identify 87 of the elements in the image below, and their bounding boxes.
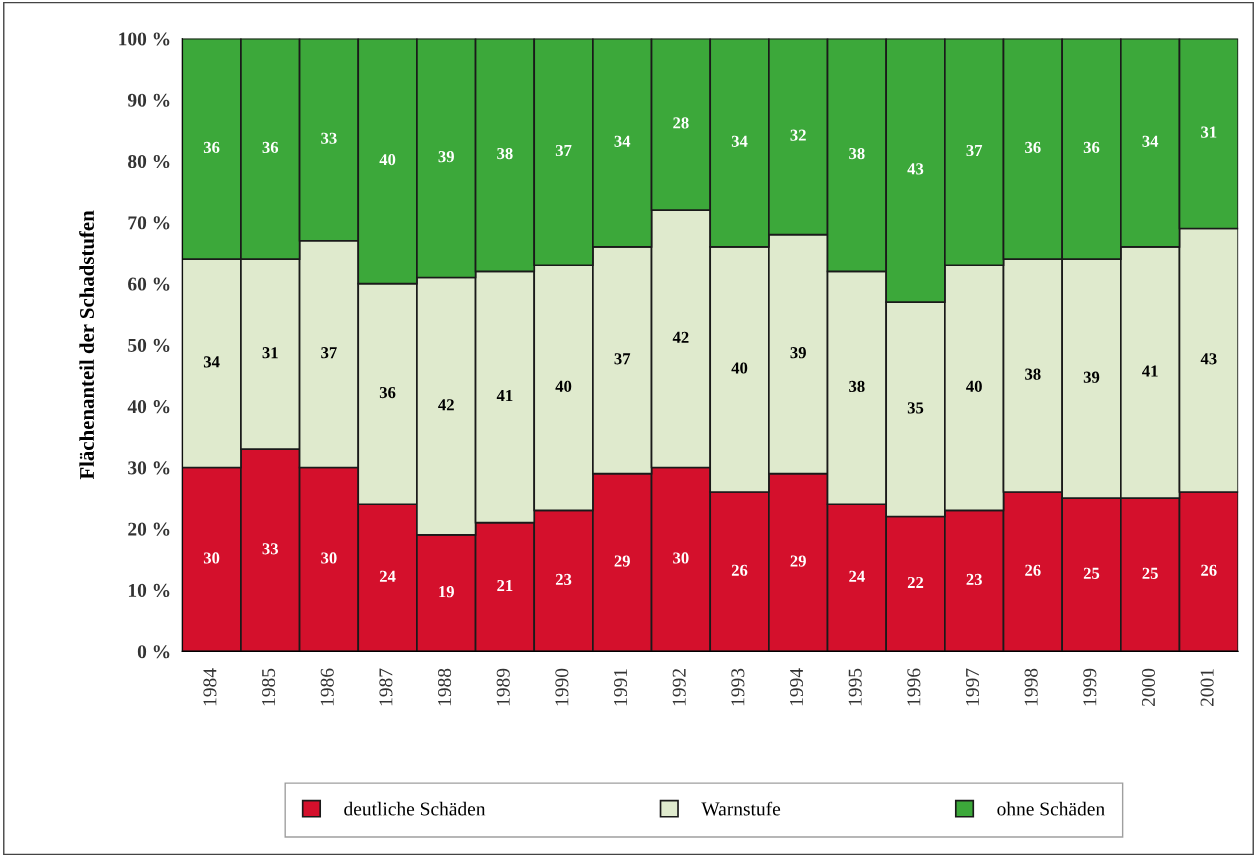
data-label: 38 <box>849 380 865 393</box>
x-tick-label: 1990 <box>555 668 569 706</box>
data-label: 30 <box>673 552 689 564</box>
data-label: 34 <box>614 135 631 147</box>
x-tick-label: 1987 <box>379 668 393 706</box>
data-label: 26 <box>731 564 748 576</box>
legend-label: ohne Schäden <box>997 801 1105 816</box>
data-label: 37 <box>555 144 572 157</box>
data-label: 42 <box>672 331 689 343</box>
x-tick-label: 1994 <box>789 668 804 706</box>
y-tick-label: 70 % <box>128 216 170 230</box>
data-label: 30 <box>321 552 337 564</box>
data-label: 41 <box>1142 365 1158 377</box>
data-label: 25 <box>1083 567 1100 579</box>
data-label: 19 <box>439 586 454 598</box>
y-tick-label: 100 % <box>119 32 170 46</box>
data-label: 39 <box>438 151 454 163</box>
y-tick-label: 80 % <box>128 154 170 169</box>
y-tick-label: 50 % <box>128 338 170 352</box>
x-tick-label: 1991 <box>614 669 628 706</box>
x-tick-label: 1988 <box>437 668 452 706</box>
x-tick-label: 1986 <box>320 668 334 706</box>
data-label: 36 <box>1083 141 1100 154</box>
data-label: 38 <box>849 147 865 160</box>
data-label: 35 <box>907 402 924 414</box>
y-tick-label: 20 % <box>128 522 170 536</box>
y-tick-label: 0 % <box>137 645 170 659</box>
x-tick-label: 1984 <box>203 668 217 706</box>
x-tick-label: 1998 <box>1024 668 1038 706</box>
data-label: 36 <box>203 141 220 154</box>
data-label: 34 <box>731 135 748 147</box>
data-label: 39 <box>790 347 806 359</box>
data-label: 26 <box>1201 564 1217 576</box>
legend-label: Warnstufe <box>701 801 781 816</box>
data-label: 24 <box>849 570 865 582</box>
data-label: 42 <box>438 399 454 411</box>
data-label: 37 <box>614 353 631 365</box>
data-label: 34 <box>203 356 220 368</box>
data-label: 40 <box>379 154 396 166</box>
data-label: 40 <box>966 380 982 393</box>
data-label: 34 <box>1142 135 1159 147</box>
y-tick-label: 40 % <box>127 400 170 414</box>
data-label: 43 <box>1200 353 1217 365</box>
data-label: 33 <box>321 132 337 144</box>
x-tick-label: 1995 <box>848 668 862 706</box>
data-label: 41 <box>496 390 513 402</box>
data-label: 23 <box>966 573 982 586</box>
data-label: 30 <box>203 552 220 564</box>
data-label: 40 <box>555 380 572 393</box>
x-tick-label: 2001 <box>1200 669 1214 707</box>
data-label: 43 <box>907 163 924 175</box>
y-tick-label: 10 % <box>128 583 170 598</box>
y-tick-label: 90 % <box>127 93 170 107</box>
data-label: 40 <box>731 362 748 374</box>
data-label: 26 <box>1025 564 1041 576</box>
data-label: 39 <box>1083 371 1100 383</box>
x-tick-label: 1989 <box>496 668 510 706</box>
data-label: 22 <box>907 576 924 588</box>
data-label: 38 <box>497 147 513 160</box>
legend-label: deutliche Schäden <box>344 801 486 816</box>
x-tick-label: 1996 <box>907 668 921 706</box>
x-tick-label: 1992 <box>672 669 686 706</box>
y-tick-label: 30 % <box>128 461 170 475</box>
data-label: 28 <box>673 117 689 129</box>
data-label: 21 <box>497 579 513 591</box>
data-label: 23 <box>555 573 572 586</box>
data-label: 29 <box>790 555 806 567</box>
data-label: 36 <box>1025 141 1041 154</box>
data-label: 37 <box>966 144 983 157</box>
data-label: 29 <box>614 555 630 567</box>
data-label: 32 <box>790 129 806 141</box>
data-label: 38 <box>1025 368 1041 380</box>
x-tick-label: 1999 <box>1083 668 1097 706</box>
data-label: 24 <box>379 570 396 582</box>
y-tick-label: 60 % <box>128 277 170 291</box>
x-tick-label: 1985 <box>262 668 276 706</box>
x-tick-label: 1997 <box>965 668 980 706</box>
y-axis-title: Flächenanteil der Schadstufen <box>79 210 95 480</box>
data-label: 31 <box>262 347 278 359</box>
x-tick-label: 2000 <box>1141 668 1156 707</box>
data-label: 31 <box>1201 126 1217 138</box>
data-label: 36 <box>379 386 396 399</box>
data-label: 25 <box>1142 567 1158 579</box>
data-label: 37 <box>321 347 337 359</box>
data-label: 36 <box>262 141 279 154</box>
x-tick-label: 1993 <box>731 668 745 706</box>
data-label: 33 <box>262 543 279 555</box>
